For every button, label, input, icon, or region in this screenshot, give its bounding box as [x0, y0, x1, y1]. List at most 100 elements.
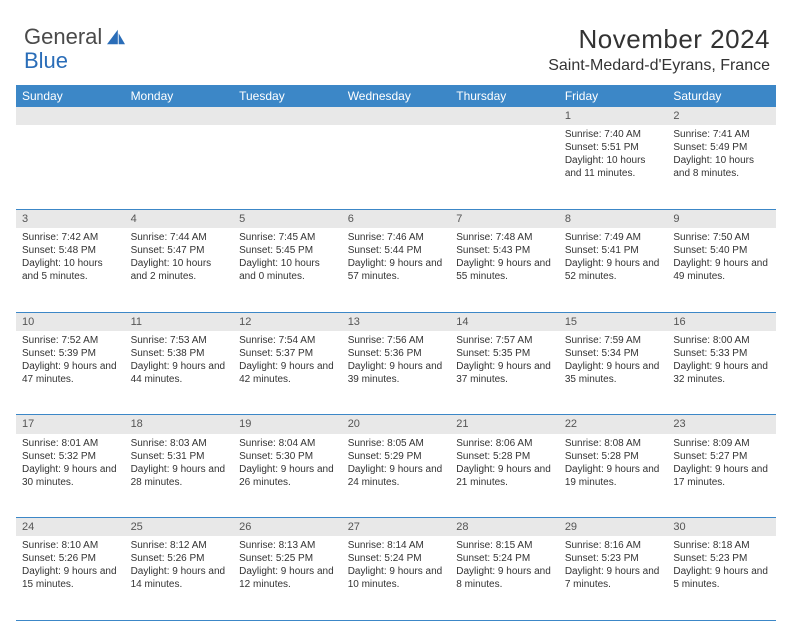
day-cell-body: Sunrise: 7:49 AMSunset: 5:41 PMDaylight:…: [559, 228, 668, 287]
day-cell: Sunrise: 7:49 AMSunset: 5:41 PMDaylight:…: [559, 228, 668, 312]
day-cell-body: Sunrise: 7:41 AMSunset: 5:49 PMDaylight:…: [667, 125, 776, 184]
day-cell: Sunrise: 8:04 AMSunset: 5:30 PMDaylight:…: [233, 434, 342, 518]
sunset-line: Sunset: 5:27 PM: [673, 450, 770, 463]
day-cell-body: Sunrise: 7:46 AMSunset: 5:44 PMDaylight:…: [342, 228, 451, 287]
daylight-line: Daylight: 10 hours and 2 minutes.: [131, 257, 228, 283]
sunrise-line: Sunrise: 7:50 AM: [673, 231, 770, 244]
day-number-cell: 20: [342, 415, 451, 434]
sunset-line: Sunset: 5:34 PM: [565, 347, 662, 360]
day-cell: Sunrise: 7:59 AMSunset: 5:34 PMDaylight:…: [559, 331, 668, 415]
day-number-cell: [233, 107, 342, 125]
day-cell: [16, 125, 125, 209]
sunset-line: Sunset: 5:32 PM: [22, 450, 119, 463]
weekday-header-row: SundayMondayTuesdayWednesdayThursdayFrid…: [16, 85, 776, 107]
sunset-line: Sunset: 5:28 PM: [565, 450, 662, 463]
day-number-cell: 25: [125, 518, 234, 537]
day-cell-body: Sunrise: 8:00 AMSunset: 5:33 PMDaylight:…: [667, 331, 776, 390]
day-number-cell: 22: [559, 415, 668, 434]
day-number-cell: 7: [450, 209, 559, 228]
day-number-cell: [450, 107, 559, 125]
sunset-line: Sunset: 5:28 PM: [456, 450, 553, 463]
day-cell-body: Sunrise: 7:45 AMSunset: 5:45 PMDaylight:…: [233, 228, 342, 287]
daylight-line: Daylight: 9 hours and 49 minutes.: [673, 257, 770, 283]
day-cell-body: Sunrise: 7:56 AMSunset: 5:36 PMDaylight:…: [342, 331, 451, 390]
daylight-line: Daylight: 9 hours and 42 minutes.: [239, 360, 336, 386]
day-cell: Sunrise: 7:46 AMSunset: 5:44 PMDaylight:…: [342, 228, 451, 312]
week-row: Sunrise: 8:10 AMSunset: 5:26 PMDaylight:…: [16, 536, 776, 620]
day-number-cell: 16: [667, 312, 776, 331]
day-number-cell: 8: [559, 209, 668, 228]
day-number-cell: 24: [16, 518, 125, 537]
weekday-header: Monday: [125, 85, 234, 107]
sunset-line: Sunset: 5:44 PM: [348, 244, 445, 257]
day-number-cell: 19: [233, 415, 342, 434]
day-number-cell: 30: [667, 518, 776, 537]
day-cell-body: Sunrise: 7:52 AMSunset: 5:39 PMDaylight:…: [16, 331, 125, 390]
sunset-line: Sunset: 5:41 PM: [565, 244, 662, 257]
day-cell-body: Sunrise: 7:57 AMSunset: 5:35 PMDaylight:…: [450, 331, 559, 390]
day-number-cell: 6: [342, 209, 451, 228]
sunrise-line: Sunrise: 7:46 AM: [348, 231, 445, 244]
day-cell-body: Sunrise: 7:50 AMSunset: 5:40 PMDaylight:…: [667, 228, 776, 287]
daylight-line: Daylight: 10 hours and 0 minutes.: [239, 257, 336, 283]
daylight-line: Daylight: 10 hours and 5 minutes.: [22, 257, 119, 283]
sunrise-line: Sunrise: 7:54 AM: [239, 334, 336, 347]
day-cell: Sunrise: 7:44 AMSunset: 5:47 PMDaylight:…: [125, 228, 234, 312]
daylight-line: Daylight: 9 hours and 55 minutes.: [456, 257, 553, 283]
sunset-line: Sunset: 5:23 PM: [673, 552, 770, 565]
day-cell-body: Sunrise: 8:14 AMSunset: 5:24 PMDaylight:…: [342, 536, 451, 595]
sunset-line: Sunset: 5:26 PM: [22, 552, 119, 565]
daylight-line: Daylight: 9 hours and 52 minutes.: [565, 257, 662, 283]
day-cell: Sunrise: 8:16 AMSunset: 5:23 PMDaylight:…: [559, 536, 668, 620]
day-cell-body: Sunrise: 7:59 AMSunset: 5:34 PMDaylight:…: [559, 331, 668, 390]
daylight-line: Daylight: 9 hours and 47 minutes.: [22, 360, 119, 386]
sunset-line: Sunset: 5:35 PM: [456, 347, 553, 360]
sunset-line: Sunset: 5:31 PM: [131, 450, 228, 463]
sunrise-line: Sunrise: 8:05 AM: [348, 437, 445, 450]
day-number-cell: 3: [16, 209, 125, 228]
day-number-cell: 23: [667, 415, 776, 434]
daylight-line: Daylight: 9 hours and 15 minutes.: [22, 565, 119, 591]
daylight-line: Daylight: 9 hours and 35 minutes.: [565, 360, 662, 386]
sunset-line: Sunset: 5:43 PM: [456, 244, 553, 257]
sunrise-line: Sunrise: 7:48 AM: [456, 231, 553, 244]
sunrise-line: Sunrise: 7:59 AM: [565, 334, 662, 347]
daylight-line: Daylight: 10 hours and 8 minutes.: [673, 154, 770, 180]
day-cell-body: Sunrise: 8:01 AMSunset: 5:32 PMDaylight:…: [16, 434, 125, 493]
daylight-line: Daylight: 9 hours and 37 minutes.: [456, 360, 553, 386]
logo-text-2: Blue: [24, 48, 68, 74]
sunrise-line: Sunrise: 8:04 AM: [239, 437, 336, 450]
sunset-line: Sunset: 5:30 PM: [239, 450, 336, 463]
sunrise-line: Sunrise: 8:09 AM: [673, 437, 770, 450]
day-cell-body: Sunrise: 8:16 AMSunset: 5:23 PMDaylight:…: [559, 536, 668, 595]
sunrise-line: Sunrise: 7:41 AM: [673, 128, 770, 141]
day-cell: Sunrise: 8:01 AMSunset: 5:32 PMDaylight:…: [16, 434, 125, 518]
day-cell: [233, 125, 342, 209]
daylight-line: Daylight: 9 hours and 28 minutes.: [131, 463, 228, 489]
weekday-header: Friday: [559, 85, 668, 107]
sunset-line: Sunset: 5:36 PM: [348, 347, 445, 360]
sunrise-line: Sunrise: 8:01 AM: [22, 437, 119, 450]
location-text: Saint-Medard-d'Eyrans, France: [548, 57, 770, 75]
day-cell: Sunrise: 8:15 AMSunset: 5:24 PMDaylight:…: [450, 536, 559, 620]
sunrise-line: Sunrise: 7:57 AM: [456, 334, 553, 347]
day-cell-body: Sunrise: 8:09 AMSunset: 5:27 PMDaylight:…: [667, 434, 776, 493]
day-cell: Sunrise: 7:48 AMSunset: 5:43 PMDaylight:…: [450, 228, 559, 312]
day-cell: [342, 125, 451, 209]
daylight-line: Daylight: 9 hours and 7 minutes.: [565, 565, 662, 591]
day-cell: Sunrise: 7:42 AMSunset: 5:48 PMDaylight:…: [16, 228, 125, 312]
daylight-line: Daylight: 9 hours and 17 minutes.: [673, 463, 770, 489]
sunset-line: Sunset: 5:24 PM: [456, 552, 553, 565]
sunset-line: Sunset: 5:24 PM: [348, 552, 445, 565]
sunset-line: Sunset: 5:45 PM: [239, 244, 336, 257]
sunset-line: Sunset: 5:38 PM: [131, 347, 228, 360]
sunrise-line: Sunrise: 8:18 AM: [673, 539, 770, 552]
sunset-line: Sunset: 5:26 PM: [131, 552, 228, 565]
daylight-line: Daylight: 9 hours and 30 minutes.: [22, 463, 119, 489]
day-number-cell: 12: [233, 312, 342, 331]
daylight-line: Daylight: 9 hours and 8 minutes.: [456, 565, 553, 591]
sunset-line: Sunset: 5:51 PM: [565, 141, 662, 154]
sunset-line: Sunset: 5:49 PM: [673, 141, 770, 154]
day-cell-body: Sunrise: 7:40 AMSunset: 5:51 PMDaylight:…: [559, 125, 668, 184]
weekday-header: Wednesday: [342, 85, 451, 107]
